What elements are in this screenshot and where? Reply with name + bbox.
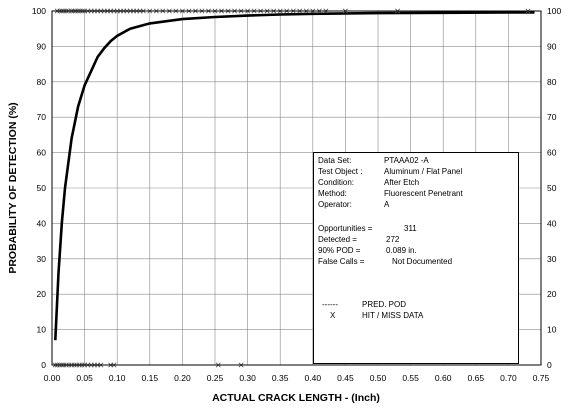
y-axis-right-ticks: 0 10 20 30 40 50 60 70 80 90 100 bbox=[547, 6, 561, 370]
stat-row-label: 90% POD = bbox=[318, 246, 361, 255]
legend-label: HIT / MISS DATA bbox=[362, 311, 424, 320]
y-tick-label-right: 60 bbox=[547, 148, 557, 158]
x-axis-ticks: 0.00 0.05 0.10 0.15 0.20 0.25 0.30 0.35 0.40 0.45… bbox=[44, 373, 550, 383]
x-tick-label: 0.45 bbox=[337, 373, 354, 383]
x-axis-title: ACTUAL CRACK LENGTH - (Inch) bbox=[212, 392, 380, 404]
stat-row-value: 272 bbox=[386, 235, 400, 244]
info-row-label: Data Set: bbox=[318, 156, 352, 165]
legend-label: PRED. POD bbox=[362, 300, 407, 309]
y-tick-label-left: 80 bbox=[37, 77, 47, 87]
info-row-value: Aluminum / Flat Panel bbox=[384, 167, 463, 176]
y-tick-label-left: 20 bbox=[37, 289, 47, 299]
stat-row-value: 311 bbox=[404, 224, 417, 233]
y-tick-label-right: 80 bbox=[547, 77, 557, 87]
y-tick-label-right: 0 bbox=[547, 360, 552, 370]
info-row-label: Test Object : bbox=[318, 167, 363, 176]
stat-row-label: False Calls = bbox=[318, 257, 365, 266]
plot-frame bbox=[51, 10, 542, 366]
y-tick-label-right: 20 bbox=[547, 289, 557, 299]
info-row-value: PTAAA02 -A bbox=[384, 156, 429, 165]
x-tick-label: 0.70 bbox=[500, 373, 517, 383]
y-tick-label-right: 10 bbox=[547, 325, 557, 335]
stat-row-value: Not Documented bbox=[392, 257, 453, 266]
x-tick-label: 0.75 bbox=[533, 373, 550, 383]
stat-row-label: Detected = bbox=[318, 235, 357, 244]
y-tick-label-left: 30 bbox=[37, 254, 47, 264]
y-tick-label-right: 30 bbox=[547, 254, 557, 264]
x-tick-label: 0.25 bbox=[207, 373, 224, 383]
y-tick-label-left: 0 bbox=[41, 360, 46, 370]
legend-symbol: ------ bbox=[322, 300, 338, 309]
x-tick-label: 0.50 bbox=[370, 373, 387, 383]
x-tick-label: 0.40 bbox=[305, 373, 322, 383]
x-tick-label: 0.05 bbox=[76, 373, 93, 383]
info-row-value: A bbox=[384, 200, 390, 209]
info-row-label: Method: bbox=[318, 189, 347, 198]
x-tick-label: 0.15 bbox=[142, 373, 159, 383]
y-tick-label-left: 40 bbox=[37, 218, 47, 228]
x-tick-label: 0.55 bbox=[402, 373, 419, 383]
y-axis-left-ticks: 0 10 20 30 40 50 60 70 80 90 100 bbox=[32, 6, 46, 370]
x-tick-label: 0.60 bbox=[435, 373, 452, 383]
info-row-label: Operator: bbox=[318, 200, 352, 209]
stat-row-label: Opportunities = bbox=[318, 224, 373, 233]
info-row-label: Condition: bbox=[318, 178, 355, 187]
y-tick-label-left: 90 bbox=[37, 41, 47, 51]
y-tick-label-right: 90 bbox=[547, 41, 557, 51]
y-tick-label-left: 70 bbox=[37, 112, 47, 122]
x-tick-label: 0.35 bbox=[272, 373, 289, 383]
x-tick-label: 0.00 bbox=[44, 373, 61, 383]
info-box: Data Set: PTAAA02 -A Test Object : Aluminum… bbox=[313, 152, 519, 364]
info-row-value: After Etch bbox=[384, 178, 420, 187]
x-tick-label: 0.10 bbox=[109, 373, 126, 383]
y-tick-label-left: 10 bbox=[37, 325, 47, 335]
y-tick-label-right: 40 bbox=[547, 218, 557, 228]
y-axis-title: PROBABILITY OF DETECTION (%) bbox=[7, 102, 19, 273]
pod-curve bbox=[54, 11, 535, 341]
y-tick-label-right: 70 bbox=[547, 112, 557, 122]
y-tick-label-left: 60 bbox=[37, 148, 47, 158]
x-tick-label: 0.20 bbox=[174, 373, 191, 383]
x-tick-label: 0.30 bbox=[239, 373, 256, 383]
y-tick-label-right: 50 bbox=[547, 183, 557, 193]
info-row-value: Fluorescent Penetrant bbox=[384, 189, 463, 198]
legend-symbol: X bbox=[330, 311, 336, 320]
y-tick-label-left: 50 bbox=[37, 183, 47, 193]
y-tick-label-right: 100 bbox=[547, 6, 561, 16]
y-tick-label-left: 100 bbox=[32, 6, 46, 16]
stat-row-value: 0.089 in. bbox=[386, 246, 417, 255]
x-tick-label: 0.65 bbox=[468, 373, 485, 383]
